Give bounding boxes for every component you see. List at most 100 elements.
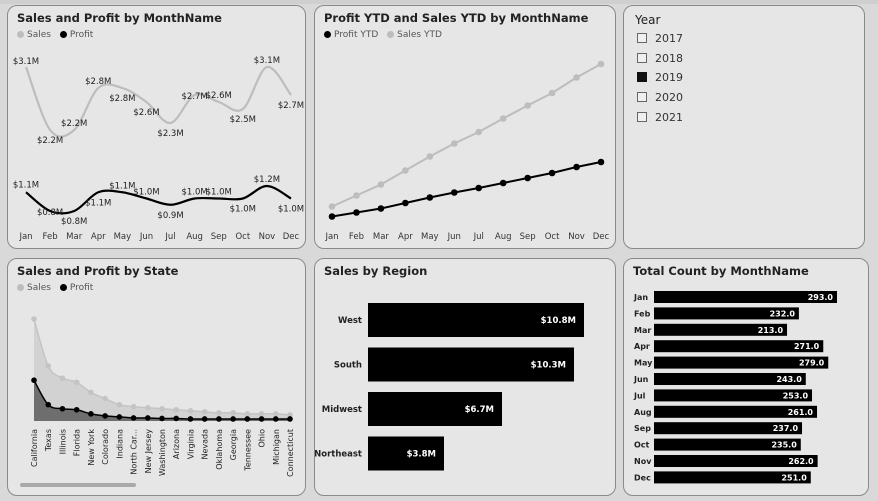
profit-ytd-point (377, 205, 385, 212)
profit-point (59, 405, 66, 412)
sales-data-label: $2.7M (182, 92, 208, 102)
checkbox-icon[interactable] (637, 33, 647, 43)
sales-point (187, 408, 194, 414)
legend-item-sales[interactable]: Sales (17, 283, 51, 293)
horizontal-scrollbar[interactable] (20, 483, 136, 487)
profit-point (258, 416, 265, 422)
checkbox-icon[interactable] (637, 112, 647, 122)
slicer-item-2020[interactable]: 2020 (637, 91, 683, 105)
x-axis-tick-label: May (114, 232, 132, 242)
legend-item-profit-ytd[interactable]: Profit YTD (324, 30, 378, 40)
sales-profit-line-chart[interactable]: $3.1M $2.2M $2.2M $2.8M $2.8M $2.6M $2.3M $2.7M… (8, 6, 306, 249)
x-axis-tick-label: Jul (164, 232, 175, 242)
x-axis-tick-label: Indiana (115, 429, 124, 459)
sales-profit-by-state-card[interactable]: Sales and Profit by State Sales Profit C… (7, 258, 306, 496)
slicer-item-2019[interactable]: 2019 (637, 71, 683, 85)
profit-point (230, 416, 236, 422)
profit-series-line (25, 184, 292, 215)
checkbox-checked-icon[interactable] (637, 72, 647, 82)
bar-value-label: $10.8M (541, 316, 576, 326)
sales-data-label: $2.6M (133, 108, 159, 118)
x-axis-tick-label: Virginia (186, 429, 195, 459)
bar-value-label: 237.0 (773, 424, 799, 433)
sales-by-region-card[interactable]: Sales by Region West $10.8M South $10.3M Mid… (314, 258, 616, 496)
ytd-line-chart[interactable]: Jan Feb Mar Apr May Jun Jul Aug Sep Oct Nov Dec (315, 6, 616, 249)
x-axis-tick-label: New York (87, 429, 96, 466)
profit-ytd-point (597, 158, 605, 166)
sales-point (159, 405, 165, 412)
slicer-item-label: 2020 (655, 91, 683, 104)
chart-legend: Profit YTD Sales YTD (324, 30, 448, 40)
category-label: Oct (634, 441, 650, 450)
profit-data-label: $1.1M (13, 180, 39, 190)
x-axis-tick-label: North Car... (130, 429, 139, 475)
sales-ytd-point (328, 203, 336, 210)
top-strip (0, 0, 878, 4)
profit-data-label: $0.8M (37, 208, 63, 218)
state-area-chart[interactable]: California Texas Illinois Florida New York Co… (8, 259, 306, 496)
legend-label: Profit (69, 283, 94, 293)
legend-item-sales[interactable]: Sales (17, 30, 51, 40)
category-label: May (634, 359, 653, 368)
bar-value-label: 235.0 (771, 441, 797, 450)
category-label: Sep (634, 424, 651, 433)
checkbox-icon[interactable] (637, 92, 647, 102)
legend-item-profit[interactable]: Profit (59, 283, 94, 293)
checkbox-icon[interactable] (637, 53, 647, 63)
card-title: Sales and Profit by MonthName (17, 11, 222, 25)
legend-sales-ytd-dot (387, 31, 395, 38)
bar-value-label: $10.3M (531, 361, 566, 371)
x-axis-tick-label: Aug (186, 232, 203, 242)
x-axis-tick-label: Dec (283, 232, 300, 242)
x-axis-tick-label: May (421, 232, 439, 242)
profit-data-label: $0.8M (61, 217, 87, 227)
sales-ytd-point (426, 153, 434, 160)
profit-point (216, 416, 222, 422)
bar-value-label: $3.8M (407, 450, 436, 460)
total-count-by-month-card[interactable]: Total Count by MonthName Jan 293.0 Feb 232.… (623, 258, 869, 496)
x-axis-tick-label: Nov (259, 232, 276, 242)
legend-sales-dot (17, 31, 24, 38)
bar-value-label: 261.0 (788, 408, 814, 417)
count-bar (654, 291, 837, 303)
legend-label: Profit (69, 30, 94, 40)
legend-label: Sales YTD (397, 30, 442, 40)
x-axis-tick-label: Oklahoma (215, 429, 224, 470)
slicer-item-2021[interactable]: 2021 (637, 111, 683, 125)
legend-profit-dot (59, 31, 67, 38)
bar-value-label: 243.0 (776, 375, 802, 384)
category-label: Jul (633, 391, 646, 400)
profit-data-label: $1.0M (278, 205, 304, 215)
legend-item-sales-ytd[interactable]: Sales YTD (387, 30, 442, 40)
bar-value-label: 262.0 (788, 457, 814, 466)
slicer-item-2018[interactable]: 2018 (637, 52, 683, 66)
legend-item-profit[interactable]: Profit (59, 30, 94, 40)
count-bar (654, 323, 788, 336)
x-axis-tick-label: Jun (139, 232, 153, 242)
sales-point (216, 410, 222, 416)
bar-value-label: 293.0 (808, 293, 834, 302)
x-axis-tick-label: Sep (211, 232, 227, 242)
ytd-by-month-card[interactable]: Profit YTD and Sales YTD by MonthName Pr… (314, 5, 616, 249)
x-axis-tick-label: Oct (545, 232, 560, 242)
sales-data-label: $3.1M (254, 56, 280, 66)
region-bar (368, 392, 502, 426)
profit-ytd-point (499, 179, 507, 187)
sales-ytd-point (450, 140, 458, 147)
region-bar-chart[interactable]: West $10.8M South $10.3M Midwest $6.7M Northea… (315, 259, 616, 496)
profit-point (73, 406, 80, 413)
sales-point (244, 411, 251, 417)
sales-profit-by-month-card[interactable]: Sales and Profit by MonthName Sales Prof… (7, 5, 306, 249)
region-bar (368, 436, 444, 471)
sales-point (88, 389, 94, 396)
count-bar (654, 373, 806, 385)
month-count-bar-chart[interactable]: Jan 293.0 Feb 232.0 Mar 213.0 Apr 271.0 May 279.0… (624, 259, 869, 496)
profit-point (173, 415, 180, 422)
slicer-item-2017[interactable]: 2017 (637, 32, 683, 46)
profit-ytd-point (450, 189, 458, 196)
slicer-item-label: 2017 (655, 32, 683, 45)
x-axis-tick-label: Arizona (172, 429, 181, 459)
profit-area (34, 380, 290, 421)
count-bar (654, 356, 829, 369)
x-axis-tick-label: California (30, 429, 39, 467)
